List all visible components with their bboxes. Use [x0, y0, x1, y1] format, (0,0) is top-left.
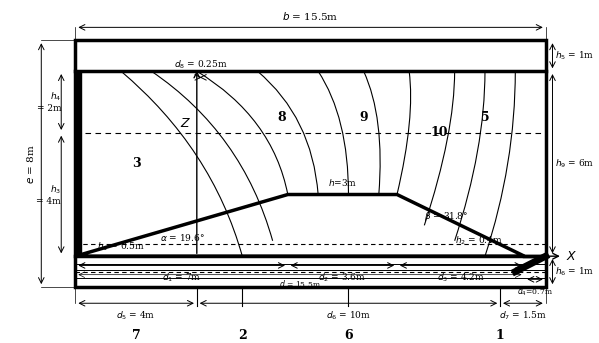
Text: 8: 8 — [277, 111, 286, 124]
Text: $d_3$ = 4.2m: $d_3$ = 4.2m — [437, 272, 485, 284]
Text: $h_2$ = 0.4m: $h_2$ = 0.4m — [455, 235, 503, 247]
Text: $d_4$=0.7m: $d_4$=0.7m — [517, 286, 553, 298]
Text: $h$=3m: $h$=3m — [328, 177, 357, 188]
Text: $d_2$ = 3.6m: $d_2$ = 3.6m — [319, 272, 367, 284]
Text: $e$ = 8m: $e$ = 8m — [25, 144, 35, 184]
Text: $d_8$ = 0.25m: $d_8$ = 0.25m — [174, 58, 227, 71]
Text: $d_1$ = 7m: $d_1$ = 7m — [162, 272, 201, 284]
Text: $d$ = 15.5m: $d$ = 15.5m — [279, 278, 321, 289]
Text: 10: 10 — [431, 126, 448, 139]
Text: $h_1$ = 0.5m: $h_1$ = 0.5m — [97, 240, 145, 253]
Text: $h_6$ = 1m: $h_6$ = 1m — [555, 265, 595, 278]
Text: $b$ = 15.5m: $b$ = 15.5m — [282, 11, 339, 23]
Text: 6: 6 — [344, 329, 353, 342]
Text: 5: 5 — [480, 111, 489, 124]
Text: $d_6$ = 10m: $d_6$ = 10m — [326, 310, 371, 322]
Text: $\alpha$ = 19.6°: $\alpha$ = 19.6° — [161, 232, 205, 243]
Text: 7: 7 — [132, 329, 141, 342]
Text: $X$: $X$ — [565, 250, 577, 263]
Text: $d_7$ = 1.5m: $d_7$ = 1.5m — [499, 310, 547, 322]
Text: 1: 1 — [496, 329, 504, 342]
Text: $Z$: $Z$ — [180, 117, 191, 130]
Text: 3: 3 — [132, 157, 140, 170]
Text: $d_5$ = 4m: $d_5$ = 4m — [116, 310, 156, 322]
Text: $\beta$ = 31.8°: $\beta$ = 31.8° — [424, 210, 468, 223]
Text: 2: 2 — [238, 329, 247, 342]
Text: $h_3$
= 4m: $h_3$ = 4m — [37, 183, 61, 206]
Text: $h_4$
= 2m: $h_4$ = 2m — [37, 91, 61, 114]
Text: $h_5$ = 1m: $h_5$ = 1m — [555, 49, 595, 62]
Text: $h_9$ = 6m: $h_9$ = 6m — [555, 157, 595, 170]
Text: 9: 9 — [359, 111, 368, 124]
